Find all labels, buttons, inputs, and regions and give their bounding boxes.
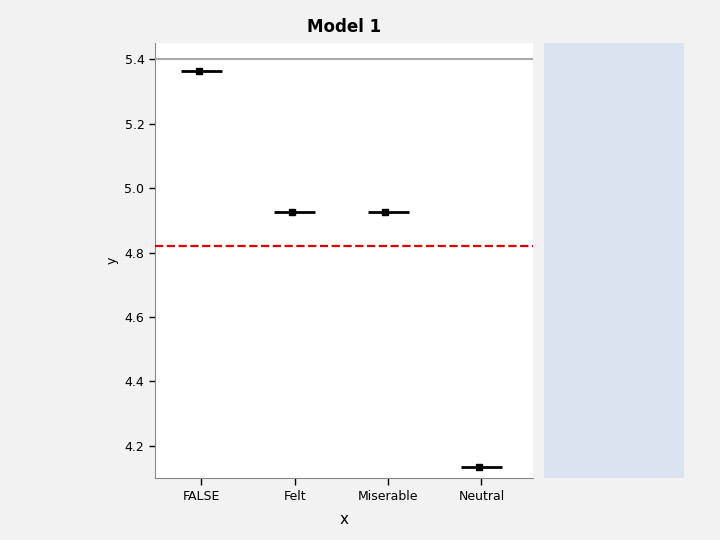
Title: Model 1: Model 1 [307,18,381,36]
X-axis label: x: x [339,512,348,526]
Y-axis label: y: y [106,257,119,264]
